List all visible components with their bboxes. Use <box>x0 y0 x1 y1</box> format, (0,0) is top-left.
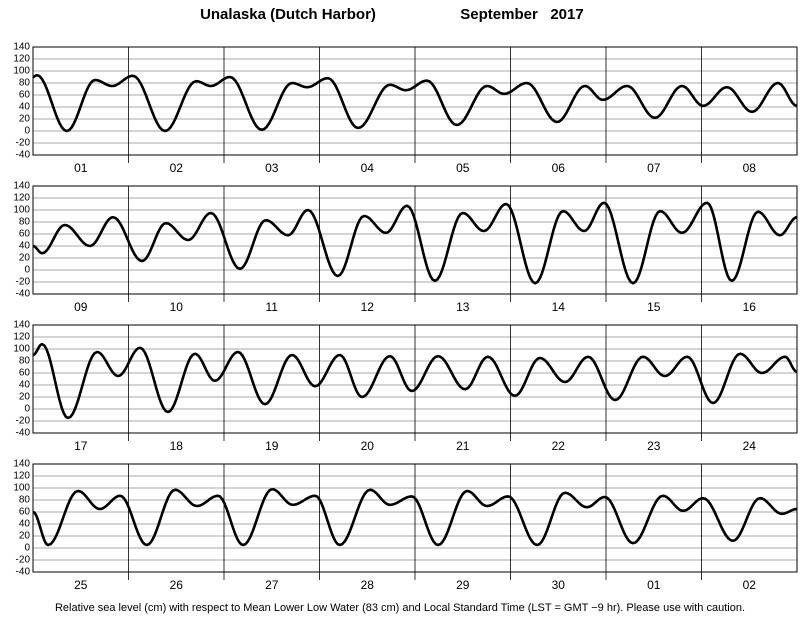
y-tick-label: 120 <box>13 332 30 343</box>
day-label: 13 <box>456 300 470 314</box>
day-label: 21 <box>456 439 470 453</box>
y-tick-label: 0 <box>24 126 30 137</box>
y-tick-label: 20 <box>19 114 31 125</box>
plot-frame <box>32 185 798 295</box>
day-label: 27 <box>265 578 279 592</box>
y-tick-label: 100 <box>13 66 30 77</box>
footnote: Relative sea level (cm) with respect to … <box>55 602 745 614</box>
y-tick-label: 40 <box>19 102 31 113</box>
plot-frame <box>32 463 798 573</box>
day-label: 17 <box>74 439 88 453</box>
day-label: 09 <box>74 300 88 314</box>
y-tick-label: 140 <box>13 181 30 192</box>
day-label: 18 <box>170 439 184 453</box>
y-tick-label: 140 <box>13 320 30 331</box>
day-label: 01 <box>74 161 88 175</box>
y-tick-label: -40 <box>16 150 31 161</box>
day-label: 06 <box>552 161 566 175</box>
y-tick-label: 40 <box>19 380 31 391</box>
y-tick-label: 60 <box>19 229 31 240</box>
y-tick-label: -40 <box>16 289 31 300</box>
y-tick-label: 20 <box>19 531 31 542</box>
day-label: 20 <box>361 439 375 453</box>
tide-curve <box>32 342 798 420</box>
day-label: 16 <box>743 300 757 314</box>
day-label: 19 <box>265 439 279 453</box>
y-tick-label: 100 <box>13 483 30 494</box>
y-tick-label: 0 <box>24 404 30 415</box>
day-label: 25 <box>74 578 88 592</box>
tide-curve <box>32 73 798 133</box>
y-tick-label: 0 <box>24 543 30 554</box>
day-label: 28 <box>361 578 375 592</box>
y-tick-label: 80 <box>19 78 31 89</box>
y-tick-label: -20 <box>16 555 31 566</box>
y-tick-label: 100 <box>13 344 30 355</box>
y-tick-label: -20 <box>16 277 31 288</box>
y-tick-label: 40 <box>19 519 31 530</box>
day-label: 10 <box>170 300 184 314</box>
y-tick-label: -20 <box>16 138 31 149</box>
y-tick-label: -40 <box>16 428 31 439</box>
plot-frame <box>32 324 798 434</box>
day-label: 14 <box>552 300 566 314</box>
day-label: 24 <box>743 439 757 453</box>
day-label: 02 <box>170 161 184 175</box>
tide-curve <box>32 487 798 547</box>
y-tick-label: 80 <box>19 217 31 228</box>
date: September 2017 <box>460 6 583 23</box>
day-label: 26 <box>170 578 184 592</box>
title: Unalaska (Dutch Harbor) <box>200 6 376 23</box>
y-tick-label: 100 <box>13 205 30 216</box>
y-tick-label: 60 <box>19 90 31 101</box>
y-tick-label: 80 <box>19 495 31 506</box>
y-tick-label: 120 <box>13 471 30 482</box>
y-tick-label: -20 <box>16 416 31 427</box>
day-label: 08 <box>743 161 757 175</box>
y-tick-label: 60 <box>19 368 31 379</box>
day-label: 07 <box>647 161 661 175</box>
y-tick-label: 120 <box>13 54 30 65</box>
y-tick-label: -40 <box>16 567 31 578</box>
y-tick-label: 20 <box>19 253 31 264</box>
y-tick-label: 20 <box>19 392 31 403</box>
plot-frame <box>32 46 798 156</box>
y-tick-label: 0 <box>24 265 30 276</box>
y-tick-label: 140 <box>13 459 30 470</box>
y-tick-label: 60 <box>19 507 31 518</box>
day-label: 30 <box>552 578 566 592</box>
day-label: 11 <box>266 300 279 314</box>
tide-curve <box>32 201 798 285</box>
day-label: 12 <box>361 300 375 314</box>
day-label: 03 <box>265 161 279 175</box>
day-label: 05 <box>456 161 470 175</box>
day-label: 02 <box>743 578 757 592</box>
day-label: 01 <box>647 578 661 592</box>
day-label: 15 <box>647 300 661 314</box>
y-tick-label: 120 <box>13 193 30 204</box>
y-tick-label: 80 <box>19 356 31 367</box>
day-label: 23 <box>647 439 661 453</box>
day-label: 29 <box>456 578 470 592</box>
day-label: 22 <box>552 439 566 453</box>
day-label: 04 <box>361 161 375 175</box>
y-tick-label: 140 <box>13 42 30 53</box>
y-tick-label: 40 <box>19 241 31 252</box>
